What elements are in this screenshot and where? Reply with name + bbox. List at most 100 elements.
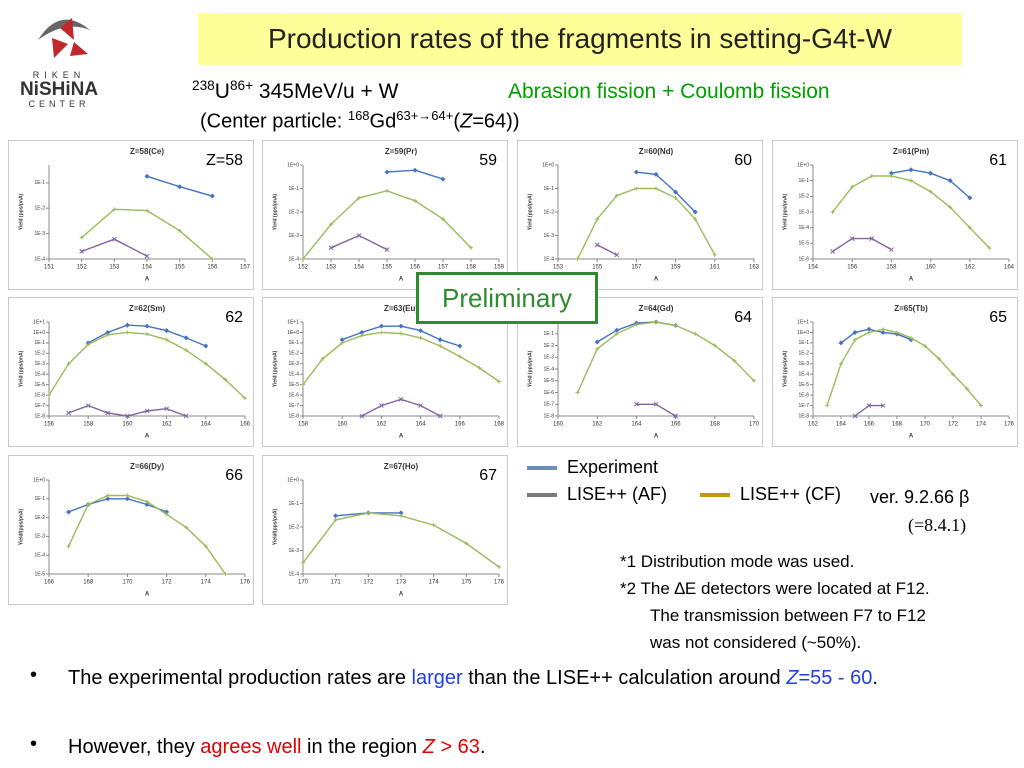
x-tick-label: 162 <box>162 422 173 428</box>
point <box>614 331 619 336</box>
legend-label: LISE++ (AF) <box>567 484 668 504</box>
y-tick-label: 1E-8 <box>34 413 45 419</box>
point <box>437 337 443 343</box>
text-run: U <box>214 80 230 103</box>
point <box>378 323 384 329</box>
point <box>164 328 170 334</box>
point <box>105 332 110 337</box>
point <box>203 544 208 549</box>
text-run: 63+→64+ <box>396 108 454 123</box>
point <box>177 184 183 190</box>
y-tick-label: 1E+0 <box>797 330 809 336</box>
chart-title: Z=64(Gd) <box>639 304 674 313</box>
x-tick-label: 160 <box>122 422 133 428</box>
point <box>441 217 445 222</box>
y-tick-label: 1E-1 <box>34 340 45 346</box>
y-axis-label: Yield (pps/pnA) <box>18 350 24 387</box>
chart-title: Z=62(Sm) <box>129 304 166 313</box>
chart: Z=59(Pr) 59 1E-4 1E-3 1E-2 1E-1 1E+0 152 153 154 1… <box>272 147 504 282</box>
point <box>164 406 169 412</box>
point <box>928 170 934 176</box>
chart-panel: Z=58(Ce) Z=58 1E-4 1E-3 1E-2 1E-1 151 152 153 154… <box>8 140 254 290</box>
point <box>752 378 756 383</box>
point <box>384 169 390 175</box>
chart-panel: Z=60(Nd) 60 1E-4 1E-3 1E-2 1E-1 1E+0 153 155 157 1… <box>517 140 763 290</box>
chart-title: Z=60(Nd) <box>639 147 674 156</box>
x-tick-label: 155 <box>382 265 393 271</box>
text-run: The experimental production rates are <box>68 667 412 689</box>
x-tick-label: 168 <box>710 422 721 428</box>
point <box>359 333 364 338</box>
y-tick-label: 1E-1 <box>34 180 45 186</box>
x-axis-label: A <box>909 434 914 440</box>
x-tick-label: 173 <box>396 580 407 586</box>
x-axis-label: A <box>654 434 659 440</box>
bullet-dot: • <box>30 733 38 755</box>
y-tick-label: 1E-4 <box>798 372 809 378</box>
series-line <box>302 512 500 568</box>
point <box>653 401 659 407</box>
point <box>614 193 619 198</box>
point <box>889 247 894 252</box>
point <box>333 517 338 522</box>
y-tick-label: 1E-4 <box>34 256 45 262</box>
text-run: Z <box>422 736 435 758</box>
x-tick-label: 166 <box>455 422 466 428</box>
y-tick-label: 1E-8 <box>288 413 299 419</box>
y-tick-label: 1E-3 <box>34 361 45 367</box>
point <box>105 410 111 416</box>
point <box>105 496 111 502</box>
x-tick-label: 172 <box>162 580 173 586</box>
point <box>673 323 678 328</box>
y-tick-label: 1E-5 <box>288 382 299 388</box>
legend-swatch <box>527 466 557 470</box>
note: was not considered (~50%). <box>650 633 862 652</box>
series-line <box>302 190 472 260</box>
x-tick-label: 172 <box>948 422 959 428</box>
point <box>340 340 345 345</box>
x-tick-label: 164 <box>201 422 212 428</box>
y-tick-label: 1E-7 <box>543 402 554 408</box>
logo-text: NiSHiNA <box>19 79 99 100</box>
x-tick-label: 176 <box>1004 422 1015 428</box>
point <box>497 379 501 384</box>
x-tick-label: 172 <box>363 580 374 586</box>
series-line <box>832 175 990 249</box>
annotation: 66 <box>225 467 243 484</box>
y-tick-label: 1E-4 <box>288 571 299 577</box>
bullet-dot: • <box>30 664 38 686</box>
chart: Z=65(Tb) 65 1E-8 1E-7 1E-6 1E-5 1E-4 1E-3 1E-2 1E… <box>782 304 1015 440</box>
text-run: . <box>872 667 878 689</box>
note: *2 The ∆E detectors were located at F12. <box>620 579 930 598</box>
point <box>849 236 855 241</box>
point <box>85 403 91 408</box>
point <box>177 228 182 233</box>
y-tick-label: 1E-1 <box>543 186 554 192</box>
annotation: 65 <box>989 309 1007 326</box>
chart: Z=64(Gd) 64 1E-8 1E-7 1E-6 1E-5 1E-4 1E-3 1E-2 1E… <box>527 304 759 440</box>
text-run: However, they <box>68 736 201 758</box>
point <box>673 413 678 419</box>
point <box>692 209 698 215</box>
point <box>145 208 149 213</box>
point <box>869 173 874 178</box>
point <box>888 170 894 176</box>
point <box>437 413 443 419</box>
y-tick-label: 1E-1 <box>543 331 554 337</box>
point <box>66 544 71 549</box>
center-particle: (Center particle: 168Gd63+→64+(Z=64)) <box>200 108 519 134</box>
y-tick-label: 1E-5 <box>34 571 45 577</box>
x-tick-label: 163 <box>749 265 760 271</box>
y-tick-label: 1E-2 <box>543 209 554 215</box>
point <box>908 167 914 173</box>
x-tick-label: 158 <box>886 265 897 271</box>
reaction-mode: Abrasion fission + Coulomb fission <box>508 80 830 103</box>
text-run: 345MeV/u + W <box>253 80 399 103</box>
bullet: However, they agrees well in the region … <box>68 733 988 761</box>
x-tick-label: 154 <box>808 265 819 271</box>
point <box>575 390 580 395</box>
point <box>124 496 130 502</box>
x-tick-label: 153 <box>326 265 337 271</box>
point <box>379 403 384 408</box>
x-axis-label: A <box>145 277 150 283</box>
